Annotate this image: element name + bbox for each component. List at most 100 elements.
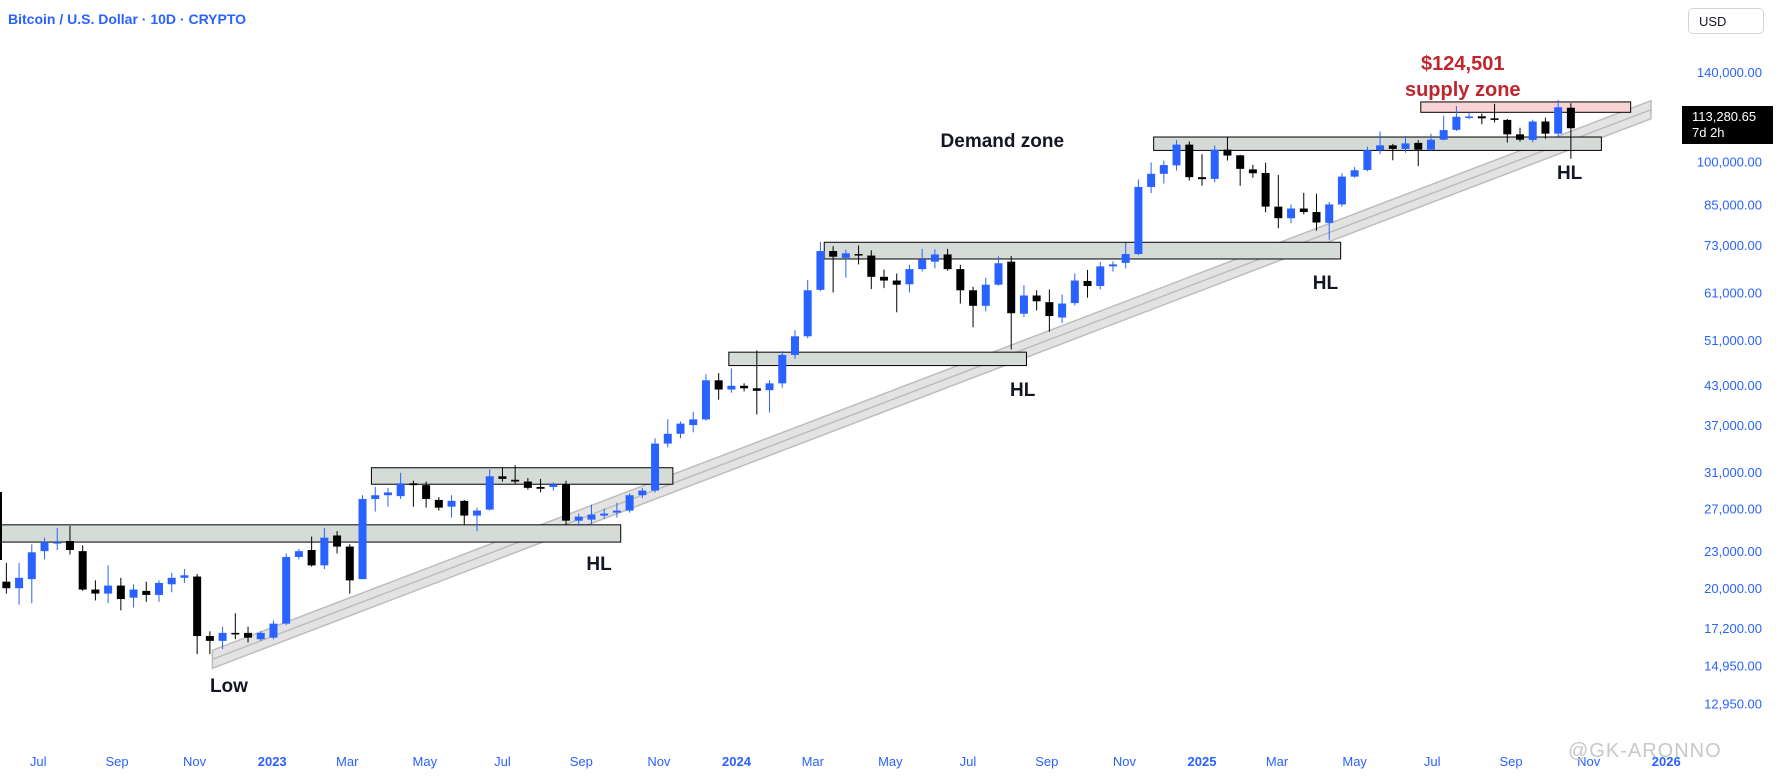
candle-body-102 <box>1299 208 1308 213</box>
x-tick-label-6: Jul <box>494 754 511 769</box>
candle-body-5 <box>65 540 74 550</box>
candle-body-39 <box>498 476 507 479</box>
candle-body-23 <box>294 551 303 557</box>
candle-body-108 <box>1376 145 1385 151</box>
candle-body-90 <box>1147 173 1156 187</box>
candle-body-27 <box>345 546 354 581</box>
demand-zone-3 <box>823 241 1342 260</box>
candle-body-99 <box>1261 172 1270 207</box>
candle-body-37 <box>472 510 481 516</box>
y-tick-label-7: 43,000.00 <box>1704 378 1762 393</box>
candle-body-104 <box>1325 204 1334 223</box>
candle-body-33 <box>422 485 431 499</box>
candle-body-89 <box>1134 186 1143 255</box>
x-tick-label-4: Mar <box>336 754 359 769</box>
candle-body-3 <box>40 542 49 552</box>
candle-body-28 <box>358 498 367 580</box>
candle-body-38 <box>485 476 494 510</box>
x-tick-label-15: 2025 <box>1188 754 1217 769</box>
candle-body-16 <box>205 636 214 641</box>
candle-body-74 <box>943 254 952 270</box>
price-axis[interactable]: 140,000.00120,000.00100,000.0085,000.007… <box>1697 65 1762 711</box>
candle-body-19 <box>244 632 253 638</box>
candle-body-95 <box>1210 149 1219 179</box>
candle-body-52 <box>663 433 672 444</box>
candle-body-73 <box>930 254 939 262</box>
candle-body-14 <box>180 575 189 578</box>
candle-body-4 <box>53 542 62 544</box>
candle-body-60 <box>765 383 774 391</box>
y-tick-label-12: 20,000.00 <box>1704 581 1762 596</box>
y-tick-label-4: 73,000.00 <box>1704 238 1762 253</box>
x-tick-label-9: 2024 <box>722 754 752 769</box>
annotation-hl-3: HL <box>1312 272 1339 294</box>
candle-body-101 <box>1287 208 1296 219</box>
candle-body-6 <box>78 551 87 590</box>
y-tick-label-8: 37,000.00 <box>1704 418 1762 433</box>
candle-body-100 <box>1274 206 1283 219</box>
candle-body-118 <box>1503 119 1512 135</box>
x-tick-label-3: 2023 <box>258 754 287 769</box>
candle-body-59 <box>752 388 761 391</box>
candle-body-57 <box>727 385 736 390</box>
y-tick-label-15: 12,950.00 <box>1704 697 1762 712</box>
candle-body-65 <box>829 251 838 257</box>
candle-body-72 <box>918 259 927 270</box>
candle-body-58 <box>740 385 749 389</box>
annotation-hl-1: HL <box>586 554 612 576</box>
candle-body-64 <box>816 251 825 290</box>
demand-zone-2 <box>728 351 1027 367</box>
y-tick-label-14: 14,950.00 <box>1704 658 1762 673</box>
x-tick-label-13: Sep <box>1035 754 1058 769</box>
candle-body-50 <box>638 490 647 496</box>
candle-body-112 <box>1426 139 1435 150</box>
x-tick-label-5: May <box>413 754 438 769</box>
candle-body-91 <box>1159 165 1168 174</box>
candle-body-67 <box>854 254 863 256</box>
candle-body-15 <box>193 576 202 637</box>
x-tick-label-11: May <box>878 754 903 769</box>
candle-body-48 <box>612 510 621 513</box>
currency-selector[interactable]: USD <box>1688 8 1764 34</box>
candle-body-68 <box>867 255 876 277</box>
y-tick-label-6: 51,000.00 <box>1704 333 1762 348</box>
annotation-demand-zone: Demand zone <box>940 130 1065 152</box>
candle-body-82 <box>1045 302 1054 317</box>
candle-body-13 <box>167 577 176 585</box>
candle-body-51 <box>651 443 660 491</box>
candle-body-93 <box>1185 144 1194 178</box>
x-tick-label-16: Mar <box>1266 754 1289 769</box>
candle-body-11 <box>142 590 151 595</box>
candle-body-30 <box>383 492 392 496</box>
candle-body-47 <box>600 513 609 516</box>
demand-zone-1 <box>370 467 674 485</box>
candle-body-29 <box>371 495 380 499</box>
candle-body-116 <box>1477 116 1486 119</box>
candle-body-20 <box>256 632 265 640</box>
candle-body-25 <box>320 537 329 566</box>
candle-body-2 <box>27 552 36 580</box>
candle-body-88 <box>1121 254 1130 263</box>
candle-body-69 <box>880 276 889 281</box>
candle-body-86 <box>1096 266 1105 286</box>
trendline-center <box>212 108 1652 660</box>
candle-body-42 <box>536 486 545 489</box>
candle-body-84 <box>1070 280 1079 304</box>
trendline-channel <box>211 99 1652 670</box>
candle-body-92 <box>1172 144 1181 166</box>
time-axis[interactable]: Jul Sep Nov 2023 Mar May Jul Sep Nov 2024 Mar May Ju… <box>30 754 1681 769</box>
x-tick-label-2: Nov <box>183 754 207 769</box>
candle-body-109 <box>1388 145 1397 149</box>
candle-body-26 <box>333 535 342 547</box>
candle-body-87 <box>1108 264 1117 267</box>
candle-body-70 <box>892 280 901 285</box>
x-tick-label-1: Sep <box>105 754 128 769</box>
x-tick-label-14: Nov <box>1113 754 1137 769</box>
candle-body-111 <box>1414 142 1423 150</box>
candle-body-54 <box>689 419 698 426</box>
candles <box>0 99 1575 655</box>
candle-body-80 <box>1019 295 1028 314</box>
y-tick-label-13: 17,200.00 <box>1704 621 1762 636</box>
candle-body-21 <box>269 623 278 638</box>
